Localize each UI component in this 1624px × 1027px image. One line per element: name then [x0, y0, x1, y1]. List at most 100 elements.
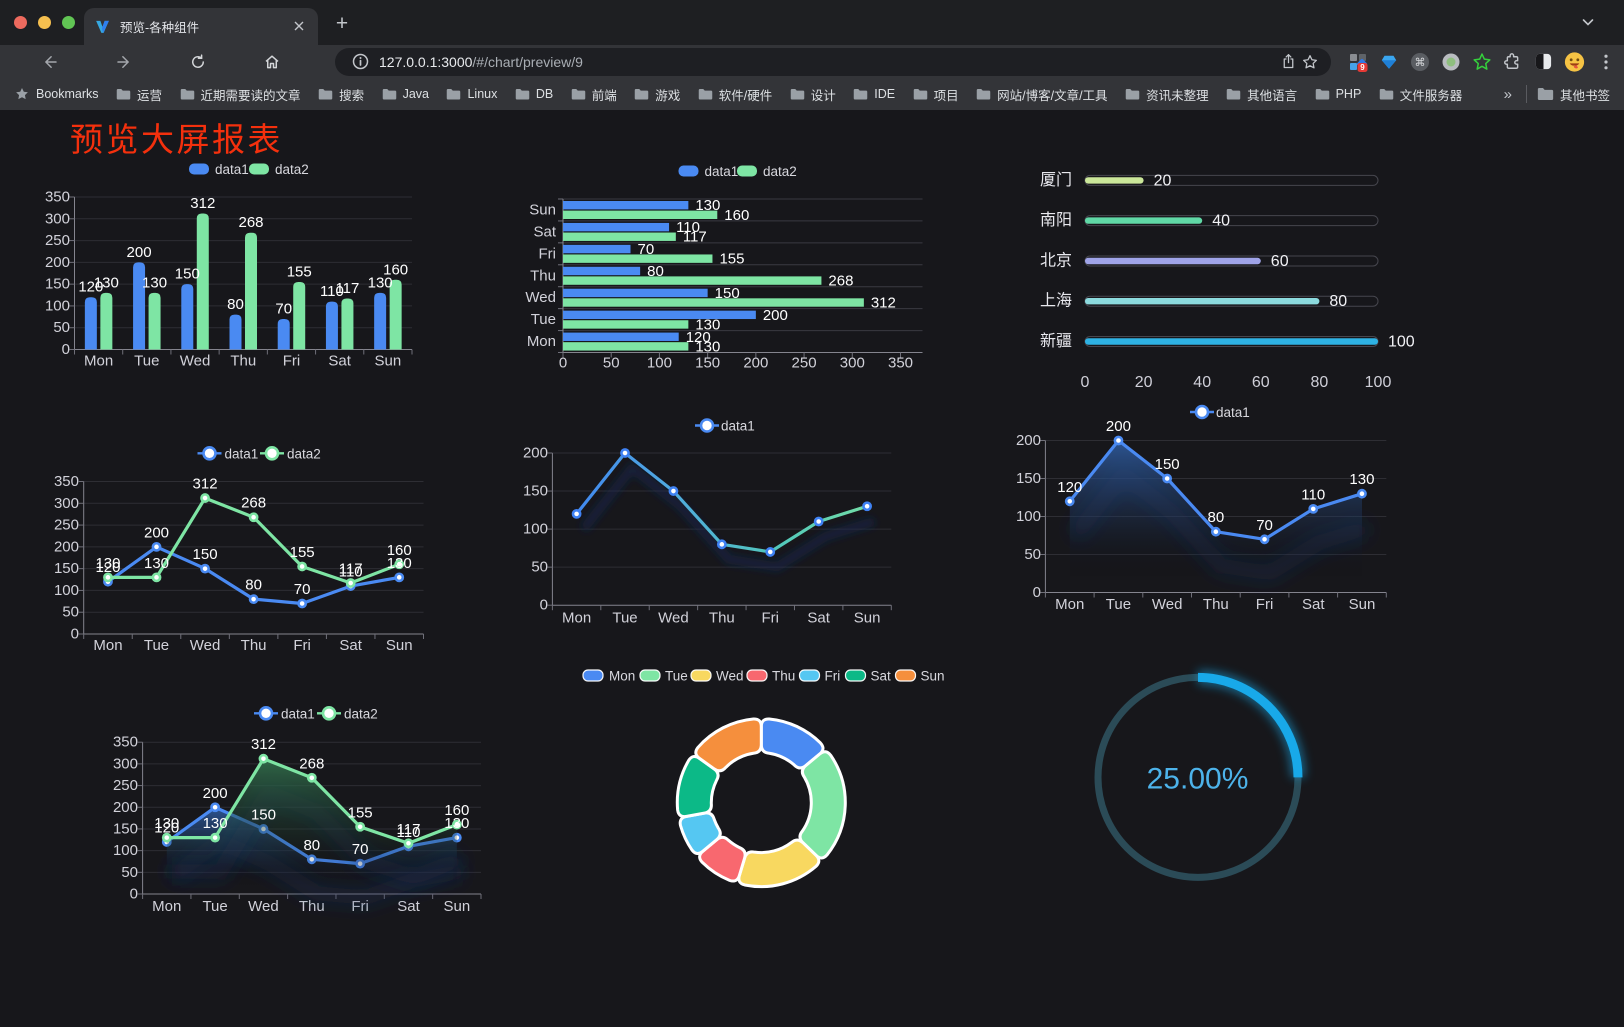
data-point[interactable] [345, 578, 356, 588]
bookmark-item[interactable]: 项目 [913, 85, 959, 104]
bar[interactable] [325, 301, 338, 350]
bookmark-item[interactable]: DB [515, 87, 553, 101]
forward-button[interactable] [112, 50, 136, 74]
data-point[interactable] [451, 819, 462, 830]
donut-slice[interactable] [798, 750, 847, 860]
legend-item[interactable]: data2 [317, 705, 378, 721]
data-point[interactable] [1308, 503, 1319, 514]
data-point[interactable] [355, 821, 366, 832]
data-point[interactable] [620, 448, 630, 458]
window-zoom-button[interactable] [62, 16, 75, 29]
bookmark-item[interactable]: PHP [1315, 87, 1361, 101]
bar[interactable] [563, 288, 708, 298]
bookmarks-overflow-chevron[interactable]: » [1503, 85, 1512, 103]
bookmark-item[interactable]: 近期需要读的文章 [180, 85, 301, 104]
bookmark-item[interactable]: 网站/博客/文章/工具 [976, 85, 1108, 104]
line-series[interactable] [571, 448, 876, 572]
bookmark-item[interactable]: 运营 [116, 85, 162, 104]
bookmark-item[interactable]: IDE [853, 87, 895, 101]
progress-row[interactable]: 北京 60 [1040, 252, 1379, 271]
data-point[interactable] [862, 501, 872, 512]
data-point[interactable] [200, 493, 210, 503]
back-button[interactable] [38, 50, 62, 74]
data-point[interactable] [765, 547, 776, 557]
data-point[interactable] [1210, 526, 1221, 537]
bookmark-item[interactable]: 搜索 [318, 85, 364, 104]
donut-slices[interactable] [675, 717, 847, 889]
home-button[interactable] [260, 50, 284, 74]
bar[interactable] [293, 281, 306, 350]
data-point[interactable] [248, 512, 259, 523]
bar[interactable] [196, 213, 209, 350]
window-close-button[interactable] [14, 16, 27, 29]
data-point[interactable] [571, 508, 582, 519]
bar[interactable] [563, 254, 713, 263]
legend-item[interactable]: data1 [678, 164, 739, 179]
legend-item[interactable]: data2 [737, 164, 797, 179]
bar[interactable] [563, 244, 631, 254]
bookmark-item[interactable]: 其他语言 [1226, 85, 1297, 104]
data-point[interactable] [306, 772, 317, 783]
dark-mode-extension-icon[interactable] [1533, 51, 1554, 72]
extension-record-icon[interactable] [1440, 51, 1461, 72]
other-bookmarks-folder[interactable]: 其他书签 [1537, 85, 1610, 104]
data-point[interactable] [248, 594, 259, 605]
window-minimize-button[interactable] [38, 16, 51, 29]
donut-slice[interactable] [737, 838, 821, 889]
bar[interactable] [341, 298, 354, 350]
bookmark-item[interactable]: 游戏 [634, 85, 680, 104]
legend-item[interactable]: data2 [260, 445, 321, 461]
extension-grid-icon[interactable]: 9 [1347, 51, 1368, 72]
data-point[interactable] [151, 572, 162, 583]
bookmark-item[interactable]: Java [382, 87, 429, 101]
bookmark-item[interactable]: 文件服务器 [1379, 85, 1462, 104]
bookmark-star-icon[interactable] [1299, 51, 1321, 73]
progress-row[interactable]: 上海 80 [1040, 292, 1379, 311]
line-series[interactable] [1064, 435, 1370, 593]
bar[interactable] [563, 332, 679, 341]
extension-diamond-icon[interactable] [1378, 51, 1399, 72]
legend-item[interactable]: data1 [189, 162, 249, 177]
bar[interactable] [563, 232, 676, 241]
legend-item[interactable]: Fri [798, 669, 841, 684]
legend-item[interactable]: data1 [1190, 404, 1250, 420]
data-point[interactable] [1162, 473, 1173, 484]
data-point[interactable] [151, 541, 162, 552]
legend-item[interactable]: data1 [695, 418, 755, 434]
legend-item[interactable]: Thu [746, 669, 795, 684]
bar-series[interactable] [84, 213, 402, 350]
new-tab-button[interactable]: + [335, 12, 349, 35]
bar[interactable] [563, 342, 689, 351]
line-series[interactable] [103, 493, 405, 609]
bar[interactable] [563, 276, 822, 285]
address-bar[interactable]: 127.0.0.1:3000/#/chart/preview/9 [335, 47, 1331, 76]
data-point[interactable] [161, 832, 172, 843]
data-point[interactable] [297, 561, 308, 572]
data-point[interactable] [297, 598, 308, 609]
data-point[interactable] [394, 559, 405, 570]
reload-button[interactable] [186, 50, 210, 74]
legend-item[interactable]: Sat [844, 669, 892, 684]
bar[interactable] [148, 292, 161, 350]
legend-item[interactable]: data1 [254, 705, 315, 721]
bookmark-item[interactable]: Linux [446, 87, 497, 101]
legend-item[interactable]: Mon [582, 669, 635, 684]
data-point[interactable] [1357, 488, 1367, 499]
data-point[interactable] [210, 802, 221, 813]
bookmarks-manager[interactable]: Bookmarks [14, 86, 99, 102]
bookmark-item[interactable]: 设计 [790, 85, 836, 104]
profile-avatar[interactable] [1564, 51, 1585, 72]
bar[interactable] [133, 262, 146, 350]
bar[interactable] [181, 284, 194, 350]
bar[interactable] [563, 201, 689, 210]
bookmark-item[interactable]: 资讯未整理 [1125, 85, 1209, 104]
tab-close-icon[interactable] [290, 18, 308, 36]
data-point[interactable] [1113, 435, 1124, 446]
donut-slice[interactable] [678, 811, 722, 855]
extensions-puzzle-icon[interactable] [1502, 51, 1523, 72]
tab-search-chevron-icon[interactable] [1580, 14, 1596, 30]
donut-slice[interactable] [694, 717, 763, 773]
bar[interactable] [374, 292, 387, 350]
bar[interactable] [229, 314, 242, 350]
share-icon[interactable] [1277, 51, 1299, 73]
